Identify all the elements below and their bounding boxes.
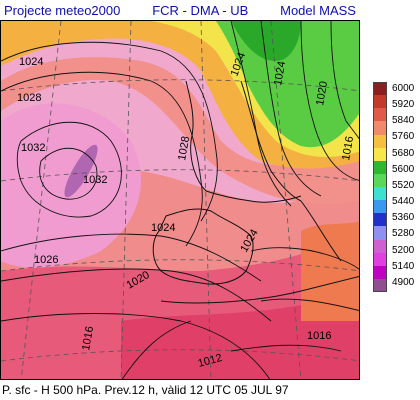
legend-swatch xyxy=(373,95,387,109)
coast-italy xyxy=(300,200,342,262)
legend-label: 5920 xyxy=(392,99,415,111)
legend-label: 6000 xyxy=(392,83,415,94)
legend-label: 5520 xyxy=(392,179,415,191)
isobars xyxy=(1,21,359,379)
isobar-label: 1016 xyxy=(340,135,356,161)
project-title: Projecte meteo2000 xyxy=(4,2,121,18)
legend-swatch xyxy=(373,108,387,122)
field-green-deep xyxy=(231,21,301,61)
legend-label: 5600 xyxy=(392,163,415,175)
legend-swatch xyxy=(373,82,387,96)
legend-label: 4900 xyxy=(392,276,415,288)
legend-swatch xyxy=(373,200,387,214)
legend-swatch xyxy=(373,147,387,161)
legend-swatch xyxy=(373,226,387,240)
legend-swatch xyxy=(373,121,387,135)
legend-swatch xyxy=(373,239,387,253)
field-purple-core xyxy=(64,144,98,198)
coast-north-sea xyxy=(240,80,302,202)
legend-label: 5280 xyxy=(392,228,415,240)
legend-label: 5440 xyxy=(392,196,415,208)
legend-swatch xyxy=(373,265,387,279)
legend-label: 5840 xyxy=(392,115,415,127)
legend-swatch xyxy=(373,252,387,266)
legend-swatch xyxy=(373,160,387,174)
coast-france xyxy=(205,190,302,203)
legend-label: 5200 xyxy=(392,244,415,256)
model-label: Model MASS xyxy=(280,2,356,18)
coastlines xyxy=(152,80,359,304)
isobar-label: 1024 xyxy=(272,60,288,86)
legend-label: 5360 xyxy=(392,212,415,224)
field-red-deep xyxy=(121,291,359,379)
isobar-label: 1024 xyxy=(19,56,43,68)
legend-swatch xyxy=(373,173,387,187)
organization-label: FCR - DMA - UB xyxy=(152,2,249,18)
graticule xyxy=(1,21,359,379)
legend-label: 5760 xyxy=(392,131,415,143)
legend-swatch xyxy=(373,187,387,201)
legend-swatch xyxy=(373,278,387,292)
isobar-label: 1020 xyxy=(314,80,330,106)
field-green-trough xyxy=(216,21,359,148)
map-canvas: 1024 1028 1032 1032 1028 1024 1024 1026 … xyxy=(1,21,359,379)
isobar-label: 1026 xyxy=(34,254,58,266)
isobar-label: 1024 xyxy=(151,222,175,234)
coast-africa xyxy=(160,275,359,304)
color-legend: 6000 5920 5840 5760 5680 5600 5520 5440 5360 5280… xyxy=(373,82,420,292)
isobar-label: 1028 xyxy=(17,92,41,104)
field-orange-se xyxy=(301,221,359,321)
legend-swatch xyxy=(373,213,387,227)
weather-map: 1024 1028 1032 1032 1028 1024 1024 1026 … xyxy=(0,20,360,380)
isobar-label: 1028 xyxy=(176,135,192,161)
isobar-label: 1032 xyxy=(21,142,45,154)
map-header: Projecte meteo2000 FCR - DMA - UB Model … xyxy=(0,0,360,20)
map-caption: P. sfc - H 500 hPa. Prev.12 h, vàlid 12 … xyxy=(2,383,289,397)
legend-label: 5140 xyxy=(392,260,415,272)
legend-swatch xyxy=(373,134,387,148)
legend-label: 5680 xyxy=(392,147,415,159)
coast-britain xyxy=(185,80,207,192)
isobar-label: 1016 xyxy=(307,330,331,342)
isobar-label: 1016 xyxy=(80,325,96,351)
isobar-label: 1032 xyxy=(83,174,107,186)
